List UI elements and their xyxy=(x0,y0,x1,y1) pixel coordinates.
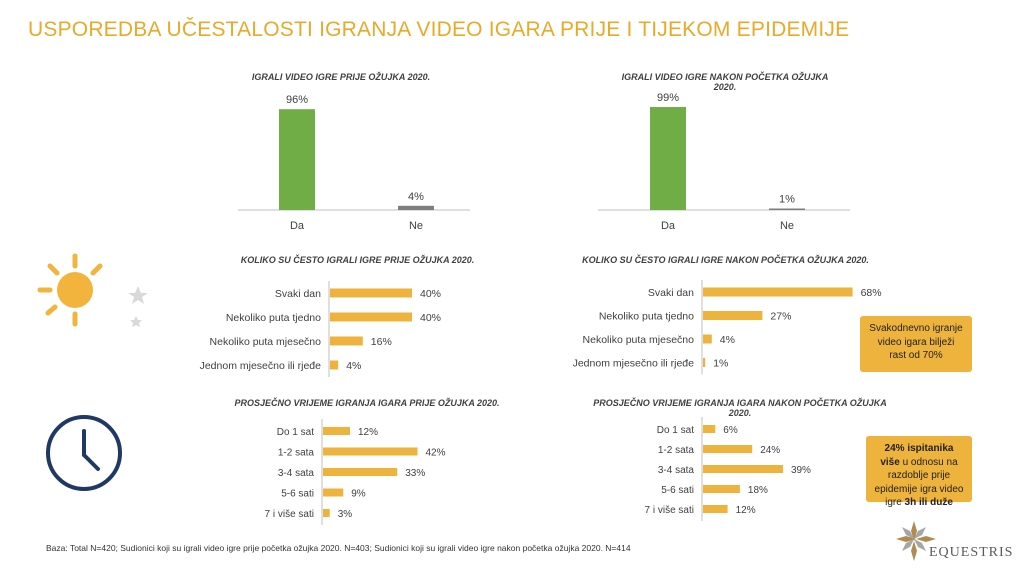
chart-2-bar-0 xyxy=(650,107,686,210)
chart-4-category-label-2: Nekoliko puta mjesečno xyxy=(583,334,695,346)
chart-3-data-label-2: 16% xyxy=(371,336,392,348)
chart-3-data-label-0: 40% xyxy=(420,288,441,300)
chart-6-category-label-0: Do 1 sat xyxy=(657,425,694,436)
chart-4-bar-0 xyxy=(703,287,853,297)
chart-1-bar-0 xyxy=(279,109,315,210)
chart-4-data-label-0: 68% xyxy=(861,287,882,299)
chart-5-category-label-3: 5-6 sati xyxy=(281,489,314,500)
chart-5-data-label-3: 9% xyxy=(351,489,366,500)
chart-5-category-label-2: 3-4 sata xyxy=(278,468,315,479)
chart-6-data-label-1: 24% xyxy=(760,445,780,456)
chart-5-category-label-1: 1-2 sata xyxy=(278,448,315,459)
chart-3-bar-2 xyxy=(330,336,363,346)
chart-4-bar-2 xyxy=(703,334,712,344)
footer-base-note: Baza: Total N=420; Sudionici koji su igr… xyxy=(46,543,631,553)
chart-4-bar-3 xyxy=(703,358,706,367)
chart-1-data-label-1: 4% xyxy=(408,191,424,203)
logo-text: EQUESTRIS xyxy=(929,545,1014,560)
chart-2-tick-label-1: Ne xyxy=(780,220,794,232)
chart-4-data-label-2: 4% xyxy=(720,334,735,346)
chart-1-tick-label-1: Ne xyxy=(409,220,423,232)
chart-6-data-label-4: 12% xyxy=(736,505,756,516)
chart-3-title: KOLIKO SU ČESTO IGRALI IGRE PRIJE OŽUJKA… xyxy=(240,255,475,265)
chart-1-bar-1 xyxy=(398,205,434,210)
chart-5-title: PROSJEČNO VRIJEME IGRANJA IGARA PRIJE OŽ… xyxy=(234,398,500,408)
chart-6-category-label-2: 3-4 sata xyxy=(658,465,695,476)
chart-1-tick-label-0: Da xyxy=(290,220,305,232)
chart-1-data-label-0: 96% xyxy=(286,94,308,106)
chart-6-data-label-2: 39% xyxy=(791,465,811,476)
note-long-sessions-bold: 24% ispitanika više xyxy=(880,443,954,468)
chart-5-data-label-1: 42% xyxy=(426,448,446,459)
chart-6-bar-3 xyxy=(703,485,740,493)
chart-5-bar-3 xyxy=(323,488,344,497)
chart-5-data-label-2: 33% xyxy=(405,468,425,479)
chart-3-bar-3 xyxy=(330,360,339,370)
chart-3-category-label-0: Svaki dan xyxy=(275,288,321,300)
chart-5-category-label-0: Do 1 sat xyxy=(277,427,314,438)
chart-6-bar-2 xyxy=(703,465,783,473)
note-long-sessions-text: u odnosu na razdoblje prije epidemije ig… xyxy=(874,456,964,509)
chart-3-data-label-1: 40% xyxy=(420,312,441,324)
chart-5-category-label-4: 7 i više sati xyxy=(265,509,314,520)
chart-4-category-label-3: Jednom mjesečno ili rjeđe xyxy=(573,358,695,370)
chart-5-data-label-0: 12% xyxy=(358,427,378,438)
note-daily-growth-text: Svakodnevno igranje video igara bilježi … xyxy=(869,323,963,361)
chart-2-data-label-0: 99% xyxy=(657,92,679,104)
chart-5-bar-2 xyxy=(323,468,398,476)
chart-6-bar-1 xyxy=(703,445,753,453)
chart-6-category-label-4: 7 i više sati xyxy=(645,505,694,516)
chart-4-bar-1 xyxy=(703,311,763,320)
chart-3-bar-1 xyxy=(330,312,412,322)
chart-6-category-label-3: 5-6 sati xyxy=(661,485,694,496)
chart-3-category-label-3: Jednom mjesečno ili rjeđe xyxy=(200,360,322,372)
chart-1-title: IGRALI VIDEO IGRE PRIJE OŽUJKA 2020. xyxy=(251,72,431,82)
note-long-sessions-bold2: 3h ili duže xyxy=(904,497,953,508)
page-title: USPOREDBA UČESTALOSTI IGRANJA VIDEO IGAR… xyxy=(28,18,850,41)
chart-2-tick-label-0: Da xyxy=(661,220,676,232)
chart-5-data-label-4: 3% xyxy=(338,509,353,520)
chart-6-category-label-1: 1-2 sata xyxy=(658,445,695,456)
chart-4-data-label-1: 27% xyxy=(770,311,791,323)
chart-5-bar-4 xyxy=(323,509,330,517)
chart-3-bar-0 xyxy=(330,288,412,298)
chart-2-bar-1 xyxy=(769,208,805,210)
clock-icon xyxy=(46,415,122,491)
chart-3-category-label-1: Nekoliko puta tjedno xyxy=(226,312,321,324)
chart-4-data-label-3: 1% xyxy=(713,358,728,370)
note-daily-growth: Svakodnevno igranje video igara bilježi … xyxy=(860,316,972,372)
chart-6-bar-0 xyxy=(703,425,716,433)
chart-3-data-label-3: 4% xyxy=(346,360,361,372)
note-long-sessions: 24% ispitanika više u odnosu na razdoblj… xyxy=(866,436,972,508)
chart-6-bar-4 xyxy=(703,505,728,513)
chart-6-data-label-3: 18% xyxy=(748,485,768,496)
chart-6-data-label-0: 6% xyxy=(723,425,738,436)
chart-3-category-label-2: Nekoliko puta mjesečno xyxy=(210,336,322,348)
chart-4-title: KOLIKO SU ČESTO IGRALI IGRE NAKON POČETK… xyxy=(582,255,869,265)
chart-2-title: IGRALI VIDEO IGRE NAKON POČETKA OŽUJKA 2… xyxy=(621,72,829,92)
sun-moon-icon xyxy=(37,253,148,339)
equestris-logo-icon xyxy=(896,521,936,561)
chart-2-data-label-1: 1% xyxy=(779,194,795,206)
chart-6-title: PROSJEČNO VRIJEME IGRANJA IGARA NAKON PO… xyxy=(593,398,887,418)
chart-5-bar-1 xyxy=(323,447,418,456)
chart-4-category-label-1: Nekoliko puta tjedno xyxy=(599,311,694,323)
chart-5-bar-0 xyxy=(323,427,350,435)
chart-4-category-label-0: Svaki dan xyxy=(648,287,694,299)
